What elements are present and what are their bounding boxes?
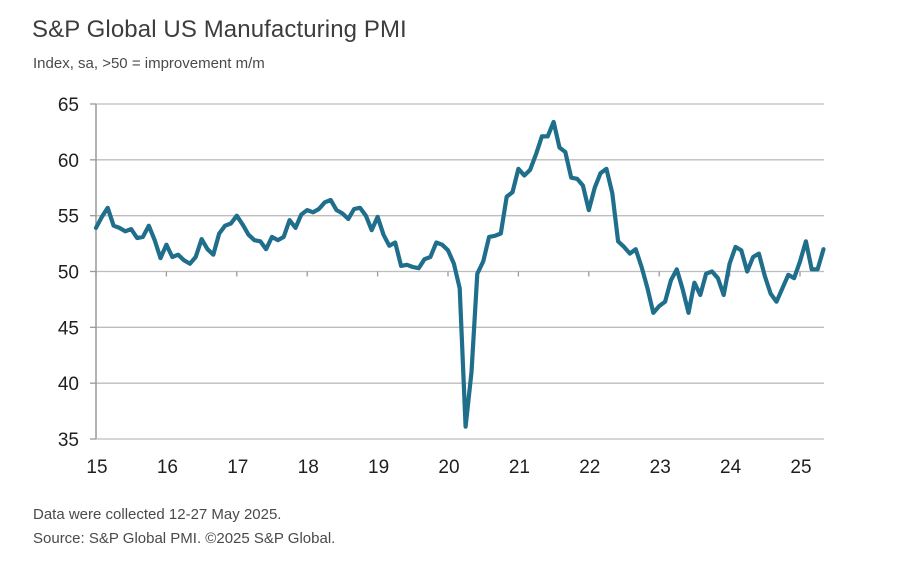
y-axis-tick-labels: 35 40 45 50 55 60 65 bbox=[58, 95, 79, 451]
x-tick-label: 17 bbox=[227, 457, 248, 478]
y-tick-label: 55 bbox=[58, 207, 79, 228]
x-tick-label: 24 bbox=[720, 457, 742, 478]
x-tick-label: 16 bbox=[157, 457, 178, 478]
axes bbox=[90, 103, 801, 440]
y-tick-label: 60 bbox=[58, 151, 79, 172]
y-tick-label: 65 bbox=[58, 95, 79, 116]
chart-title: S&P Global US Manufacturing PMI bbox=[32, 16, 407, 43]
x-tick-label: 25 bbox=[790, 457, 811, 478]
x-axis-tick-labels: 15 16 17 18 19 20 21 22 23 24 25 bbox=[86, 457, 811, 478]
x-tick-label: 21 bbox=[509, 457, 530, 478]
x-tick-label: 15 bbox=[86, 457, 107, 478]
y-tick-label: 40 bbox=[58, 374, 79, 395]
series-layer bbox=[93, 119, 826, 429]
data-collection-note: Data were collected 12-27 May 2025. bbox=[33, 506, 282, 523]
series-line-us-manufacturing-pmi bbox=[93, 119, 826, 429]
chart-subtitle: Index, sa, >50 = improvement m/m bbox=[33, 55, 265, 72]
x-tick-label: 23 bbox=[650, 457, 671, 478]
x-tick-label: 18 bbox=[298, 457, 319, 478]
x-tick-label: 22 bbox=[579, 457, 600, 478]
y-tick-label: 45 bbox=[58, 318, 79, 339]
y-tick-label: 35 bbox=[58, 430, 79, 451]
x-tick-label: 20 bbox=[438, 457, 459, 478]
source-note: Source: S&P Global PMI. ©2025 S&P Global… bbox=[33, 530, 336, 547]
gridlines bbox=[96, 103, 824, 440]
x-tick-label: 19 bbox=[368, 457, 389, 478]
y-tick-label: 50 bbox=[58, 263, 79, 284]
